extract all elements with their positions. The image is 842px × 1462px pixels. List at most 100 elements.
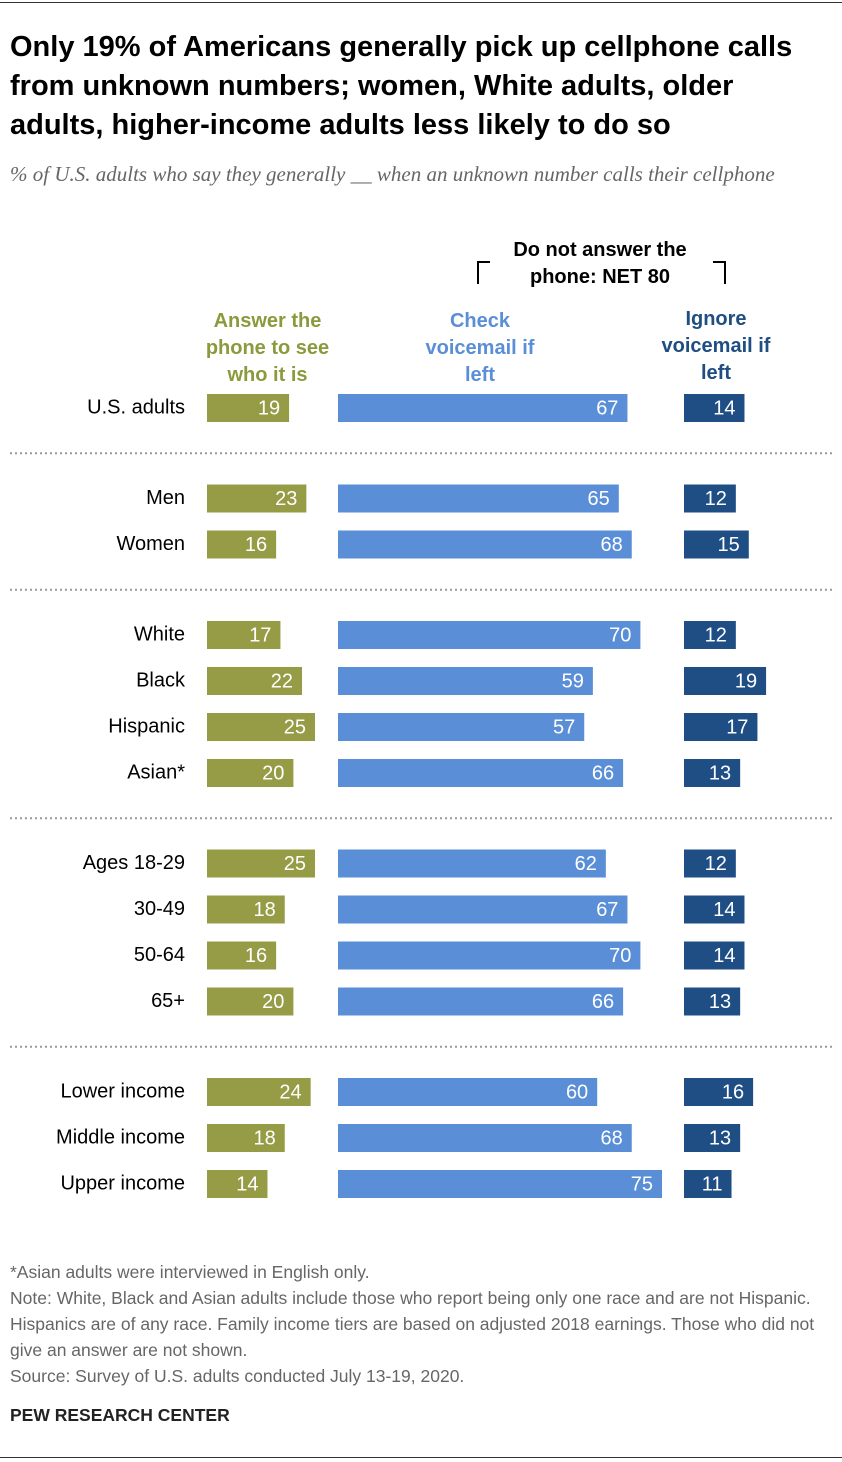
bar	[338, 759, 624, 787]
value-label: 14	[713, 945, 735, 967]
value-label: 14	[713, 899, 735, 921]
value-label: 17	[249, 624, 271, 646]
bar	[684, 987, 741, 1016]
value-label: 25	[284, 716, 306, 738]
value-label: 25	[284, 853, 306, 875]
bar	[207, 1124, 285, 1152]
chart-subtitle: % of U.S. adults who say they generally …	[10, 162, 775, 186]
bar	[684, 895, 745, 924]
value-label: 22	[271, 670, 293, 692]
bottom-rule	[0, 1457, 842, 1458]
bar	[684, 941, 745, 970]
value-label: 18	[254, 1127, 276, 1149]
bar	[338, 987, 624, 1016]
bar	[684, 759, 741, 787]
value-label: 65	[588, 488, 610, 510]
legend-label: Check voicemail if left	[425, 310, 535, 386]
value-label: 70	[609, 945, 631, 967]
bar	[338, 849, 606, 878]
category-label: 65+	[151, 990, 185, 1012]
value-label: 20	[262, 991, 284, 1013]
bar	[207, 759, 294, 787]
legend-label: Ignore voicemail if left	[661, 308, 771, 384]
bar	[684, 484, 736, 513]
bar	[684, 394, 745, 422]
category-label: Women	[116, 533, 185, 555]
value-label: 24	[279, 1081, 301, 1103]
bar	[338, 895, 628, 924]
bar	[207, 484, 307, 513]
category-label: 30-49	[134, 898, 185, 920]
value-label: 66	[592, 762, 614, 784]
category-label: White	[134, 623, 185, 645]
value-label: 59	[562, 670, 584, 692]
value-label: 70	[609, 624, 631, 646]
value-label: 13	[709, 762, 731, 784]
category-label: Upper income	[60, 1172, 185, 1194]
value-label: 67	[596, 397, 618, 419]
value-label: 75	[631, 1173, 653, 1195]
bar	[338, 484, 619, 513]
bar	[338, 394, 628, 422]
chart-title: Only 19% of Americans generally pick up …	[10, 31, 793, 141]
value-label: 18	[254, 899, 276, 921]
bar	[207, 530, 277, 559]
source: Source: Survey of U.S. adults conducted …	[10, 1366, 465, 1386]
value-label: 12	[705, 624, 727, 646]
value-label: 19	[258, 397, 280, 419]
value-label: 67	[596, 899, 618, 921]
top-rule	[0, 2, 842, 3]
bar	[684, 667, 767, 695]
value-label: 14	[713, 397, 735, 419]
note: Note: White, Black and Asian adults incl…	[10, 1288, 815, 1360]
bar	[207, 1078, 311, 1106]
category-label: Asian*	[127, 761, 185, 783]
value-label: 68	[601, 1127, 623, 1149]
value-label: 20	[262, 762, 284, 784]
category-label: Hispanic	[108, 715, 185, 737]
category-label: Lower income	[60, 1080, 185, 1102]
value-label: 12	[705, 853, 727, 875]
value-label: 16	[245, 534, 267, 556]
value-label: 66	[592, 991, 614, 1013]
value-label: 16	[245, 945, 267, 967]
category-label: Men	[146, 487, 185, 509]
bar	[338, 1078, 598, 1106]
legend-label: Answer the phone to see who it is	[205, 310, 330, 386]
bar	[338, 941, 641, 970]
bar	[207, 987, 294, 1016]
value-label: 62	[575, 853, 597, 875]
category-label: U.S. adults	[87, 396, 185, 418]
value-label: 68	[601, 534, 623, 556]
bar	[338, 621, 641, 649]
value-label: 14	[236, 1173, 258, 1195]
bar	[207, 621, 281, 649]
value-label: 23	[275, 488, 297, 510]
bar	[338, 713, 585, 741]
bar	[338, 1124, 632, 1152]
category-label: Middle income	[56, 1126, 185, 1148]
bar	[684, 1170, 732, 1198]
bar	[684, 1078, 754, 1106]
category-label: 50-64	[134, 944, 185, 966]
bar	[684, 621, 736, 649]
value-label: 60	[566, 1081, 588, 1103]
bar	[207, 667, 303, 695]
bar	[684, 849, 736, 878]
value-label: 16	[722, 1081, 744, 1103]
credit: PEW RESEARCH CENTER	[10, 1405, 230, 1425]
group-label: Do not answer the phone: NET 80	[513, 239, 687, 288]
bar	[207, 394, 290, 422]
bar	[684, 713, 758, 741]
bar	[338, 530, 632, 559]
value-label: 13	[709, 1127, 731, 1149]
category-label: Black	[136, 669, 186, 691]
bar	[338, 1170, 662, 1198]
bar	[207, 1170, 268, 1198]
category-label: Ages 18-29	[83, 852, 185, 874]
bar	[207, 849, 315, 878]
value-label: 12	[705, 488, 727, 510]
bar	[684, 1124, 741, 1152]
